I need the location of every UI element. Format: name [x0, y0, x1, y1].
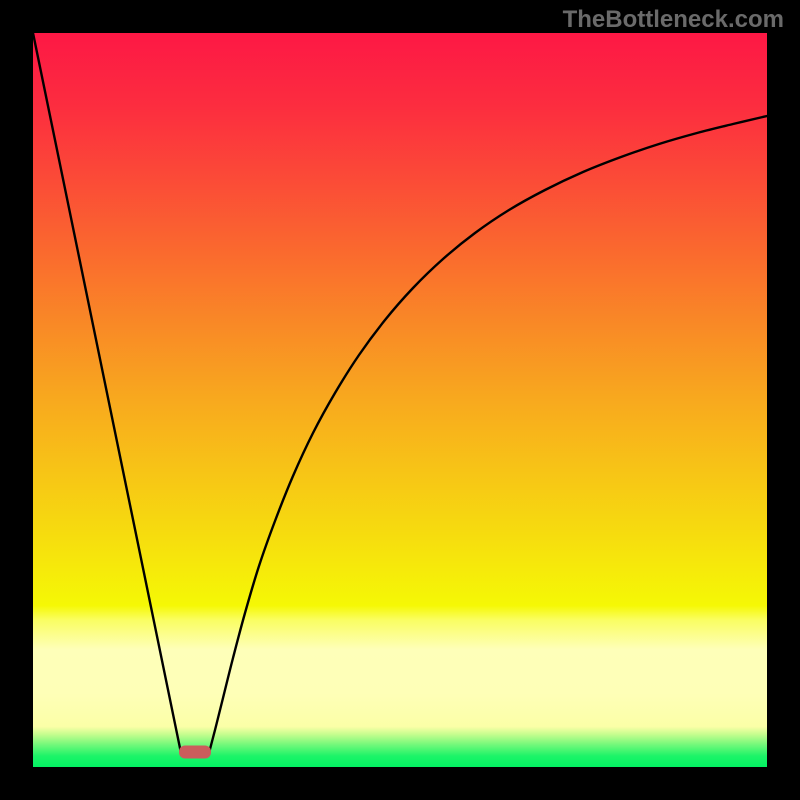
minimum-marker [179, 746, 211, 759]
gradient-background [33, 33, 767, 767]
plot-area [33, 33, 767, 767]
chart-frame: TheBottleneck.com [0, 0, 800, 800]
watermark-text: TheBottleneck.com [563, 6, 784, 34]
plot-svg [33, 33, 767, 767]
